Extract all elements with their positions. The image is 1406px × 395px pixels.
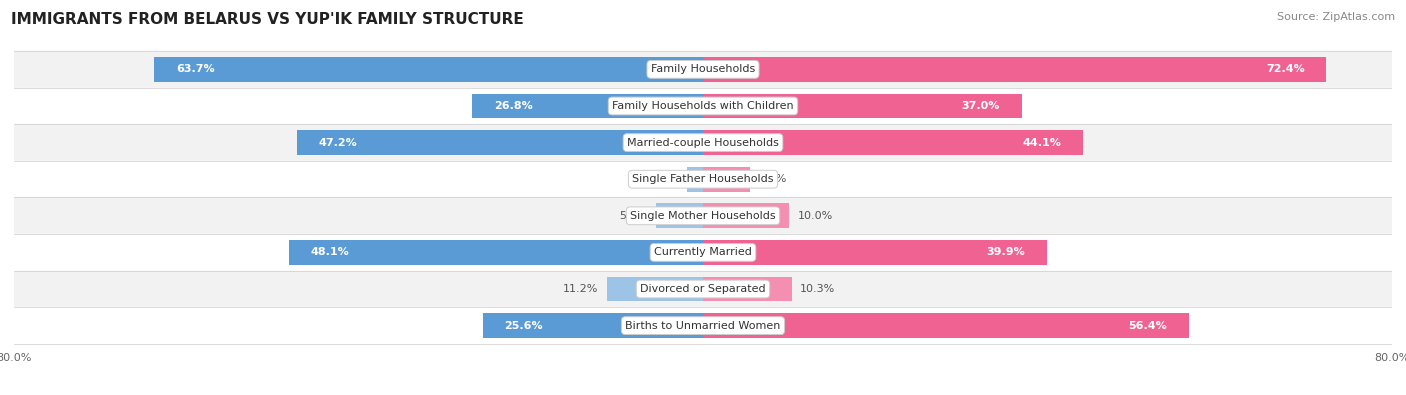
Bar: [703, 94, 1022, 118]
Text: 47.2%: 47.2%: [318, 137, 357, 148]
Text: Single Mother Households: Single Mother Households: [630, 211, 776, 221]
Bar: [14, 271, 1392, 307]
Text: 56.4%: 56.4%: [1129, 321, 1167, 331]
Text: 5.5%: 5.5%: [619, 211, 647, 221]
Text: 5.4%: 5.4%: [758, 174, 786, 184]
Legend: Immigrants from Belarus, Yup'ik: Immigrants from Belarus, Yup'ik: [567, 391, 839, 395]
Bar: [703, 276, 792, 301]
Text: 25.6%: 25.6%: [505, 321, 543, 331]
Text: Single Father Households: Single Father Households: [633, 174, 773, 184]
Text: Source: ZipAtlas.com: Source: ZipAtlas.com: [1277, 12, 1395, 22]
Text: 37.0%: 37.0%: [962, 101, 1000, 111]
Bar: [14, 51, 1392, 88]
Text: Family Households: Family Households: [651, 64, 755, 74]
Bar: [155, 57, 703, 82]
Bar: [14, 88, 1392, 124]
Bar: [703, 203, 789, 228]
Text: 44.1%: 44.1%: [1022, 137, 1062, 148]
Text: 63.7%: 63.7%: [176, 64, 215, 74]
Bar: [606, 276, 703, 301]
Text: Married-couple Households: Married-couple Households: [627, 137, 779, 148]
Text: IMMIGRANTS FROM BELARUS VS YUP'IK FAMILY STRUCTURE: IMMIGRANTS FROM BELARUS VS YUP'IK FAMILY…: [11, 12, 524, 27]
Text: Divorced or Separated: Divorced or Separated: [640, 284, 766, 294]
Text: Currently Married: Currently Married: [654, 247, 752, 258]
Bar: [703, 240, 1046, 265]
Bar: [703, 313, 1188, 338]
Bar: [297, 130, 703, 155]
Bar: [14, 307, 1392, 344]
Text: 10.0%: 10.0%: [797, 211, 832, 221]
Bar: [14, 234, 1392, 271]
Text: Births to Unmarried Women: Births to Unmarried Women: [626, 321, 780, 331]
Bar: [703, 57, 1326, 82]
Bar: [655, 203, 703, 228]
Text: Family Households with Children: Family Households with Children: [612, 101, 794, 111]
Bar: [14, 161, 1392, 198]
Text: 11.2%: 11.2%: [562, 284, 598, 294]
Bar: [482, 313, 703, 338]
Text: 72.4%: 72.4%: [1267, 64, 1305, 74]
Text: 48.1%: 48.1%: [311, 247, 349, 258]
Bar: [288, 240, 703, 265]
Text: 39.9%: 39.9%: [987, 247, 1025, 258]
Bar: [703, 130, 1083, 155]
Text: 26.8%: 26.8%: [494, 101, 533, 111]
Bar: [686, 167, 703, 192]
Bar: [14, 198, 1392, 234]
Bar: [14, 124, 1392, 161]
Text: 10.3%: 10.3%: [800, 284, 835, 294]
Bar: [472, 94, 703, 118]
Text: 1.9%: 1.9%: [650, 174, 678, 184]
Bar: [703, 167, 749, 192]
